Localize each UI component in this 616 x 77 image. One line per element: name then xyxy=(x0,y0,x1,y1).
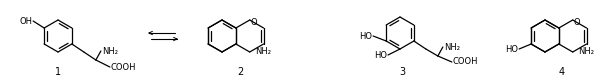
Text: O: O xyxy=(251,18,257,27)
Text: OH: OH xyxy=(19,16,32,25)
Text: NH₂: NH₂ xyxy=(578,47,594,56)
Text: COOH: COOH xyxy=(111,63,136,72)
Text: COOH: COOH xyxy=(453,58,479,67)
Text: HO: HO xyxy=(374,51,387,60)
Text: HO: HO xyxy=(505,45,518,54)
Text: HO: HO xyxy=(359,31,372,41)
Text: NH₂: NH₂ xyxy=(102,47,118,56)
Text: NH₂: NH₂ xyxy=(444,43,460,52)
Text: 1: 1 xyxy=(55,67,61,77)
Text: 2: 2 xyxy=(237,67,243,77)
Text: 3: 3 xyxy=(399,67,405,77)
Text: NH₂: NH₂ xyxy=(254,47,270,56)
Text: O: O xyxy=(573,18,580,27)
Text: 4: 4 xyxy=(559,67,565,77)
